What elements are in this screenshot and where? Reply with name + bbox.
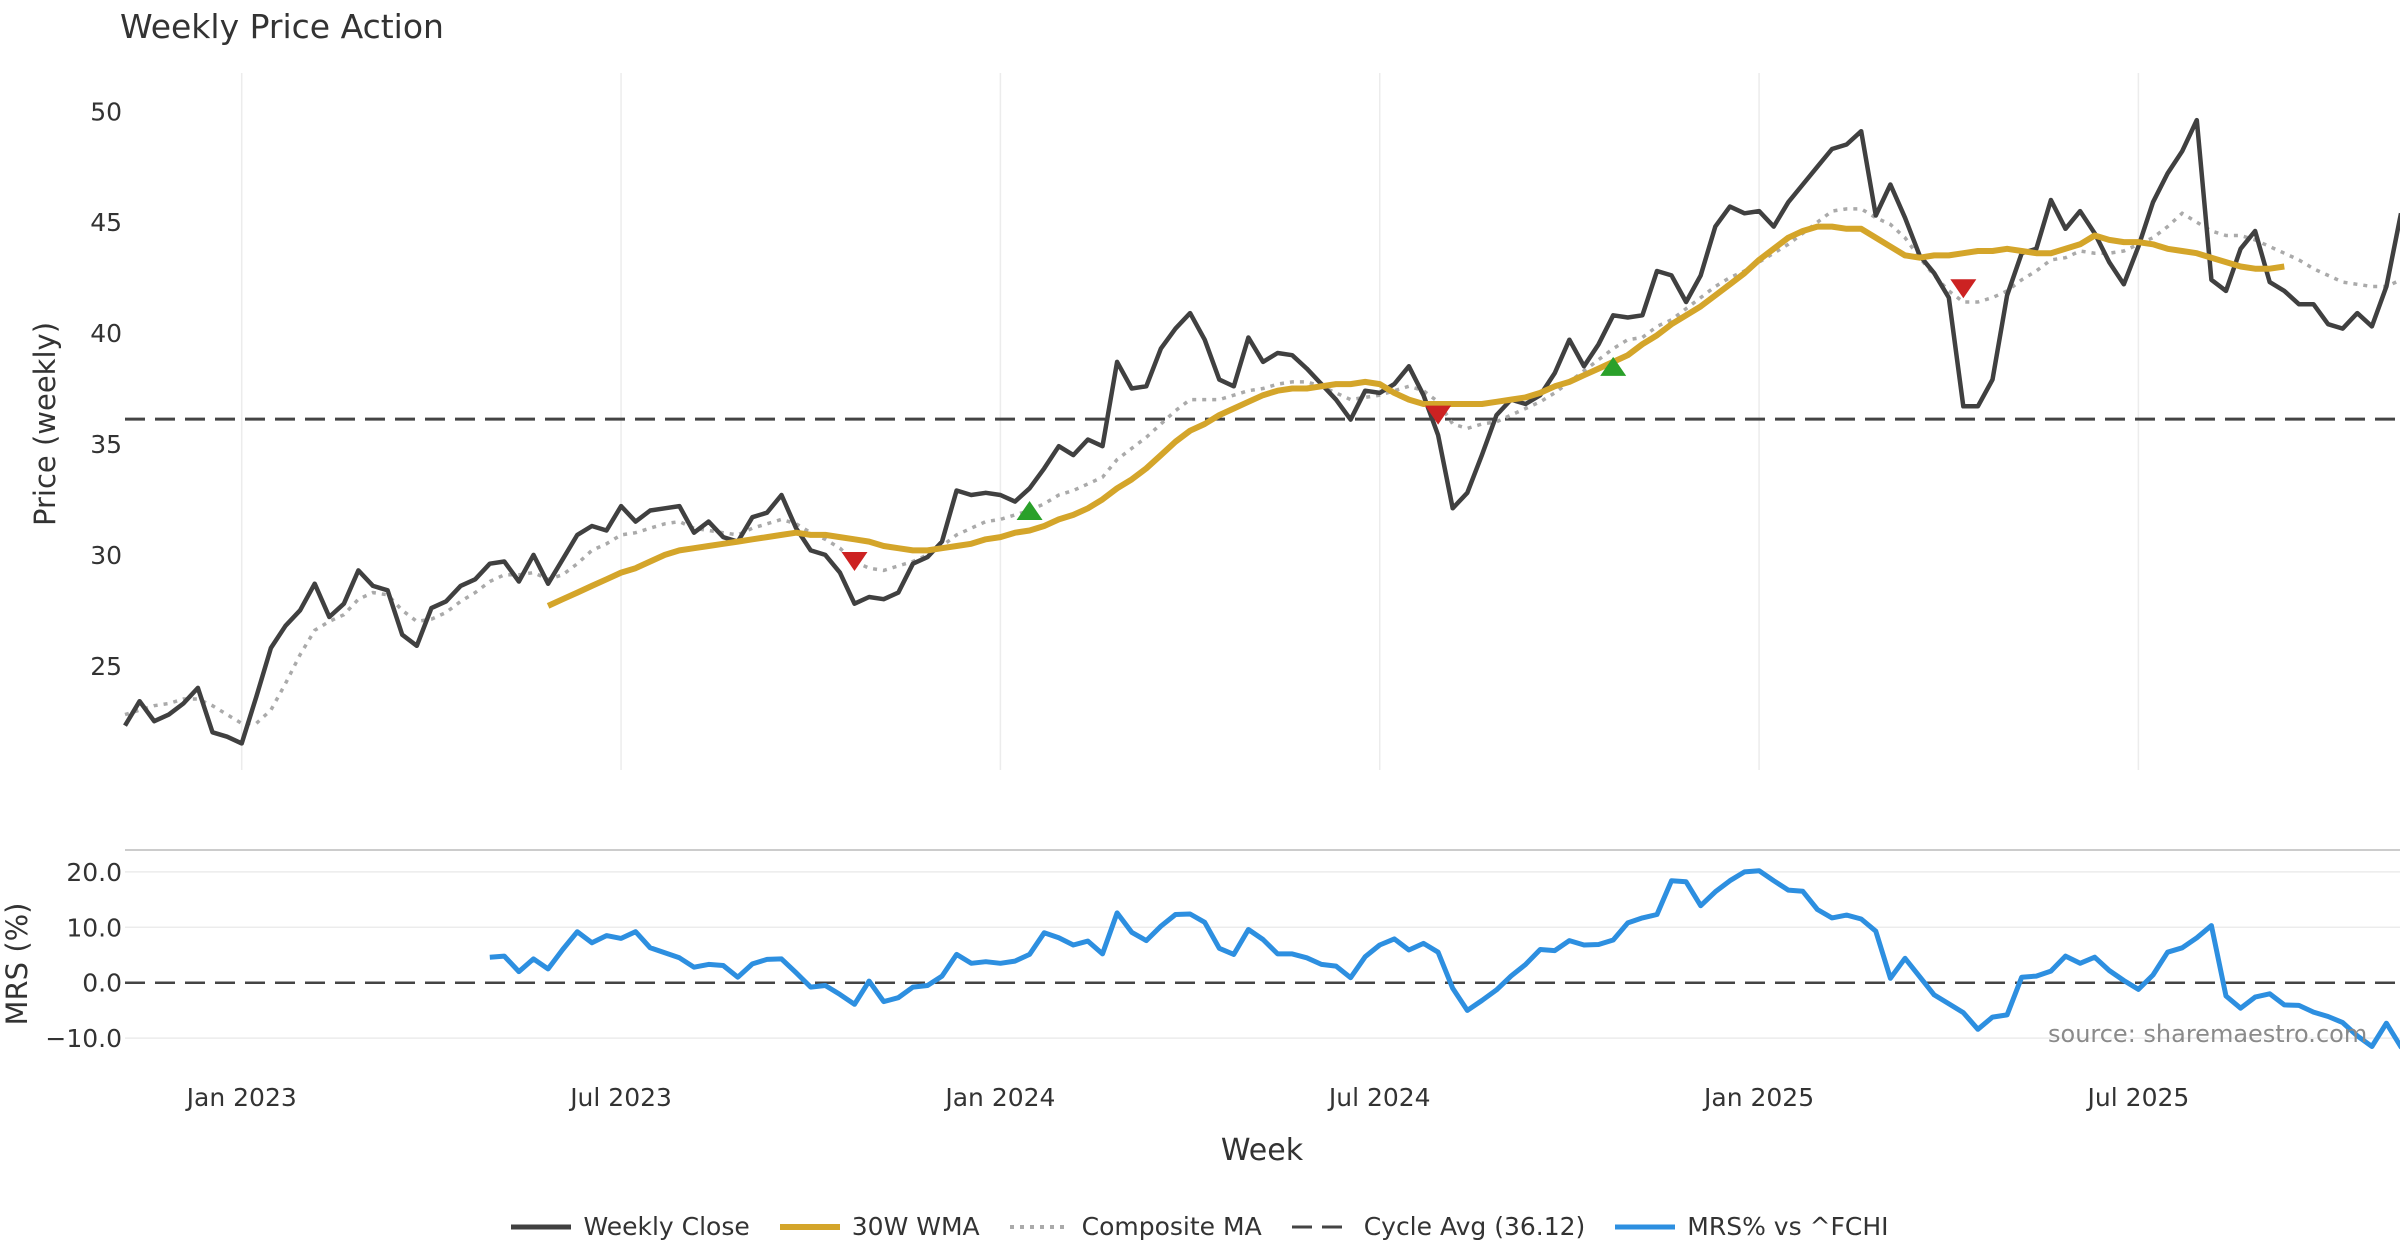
x-tick-label: Jul 2023 (568, 1083, 672, 1112)
x-ticks: Jan 2023 Jul 2023 Jan 2024 Jul 2024 Jan 2025… (185, 1083, 2190, 1112)
weekly-close-line (123, 117, 2400, 746)
buy-signal-marker (1600, 356, 1627, 376)
mrs-y-tick-label: 0.0 (82, 969, 122, 998)
legend-label: Composite MA (1081, 1212, 1262, 1241)
legend-swatch-mrs (1615, 1224, 1676, 1229)
wma-30w-line (546, 223, 2285, 609)
sell-signal-marker (841, 552, 868, 572)
source-note: source: sharemaestro.com (2048, 1020, 2368, 1048)
x-axis-label: Week (1221, 1133, 1304, 1168)
legend-item-weekly-close: Weekly Close (511, 1212, 750, 1241)
legend-item-mrs: MRS% vs ^FCHI (1615, 1212, 1889, 1241)
x-tick-label: Jul 2025 (2086, 1083, 2190, 1112)
mrs-y-label: MRS (%) (0, 903, 34, 1026)
legend-swatch-cycle (1291, 1225, 1352, 1228)
mrs-gridlines (125, 871, 2400, 1039)
price-y-tick-label: 30 (90, 541, 122, 570)
legend: Weekly Close 30W WMA Composite MA Cycle … (0, 1212, 2400, 1241)
price-y-label: Price (weekly) (28, 322, 62, 526)
price-y-tick-label: 50 (90, 97, 122, 126)
x-tick-label: Jan 2023 (185, 1083, 297, 1112)
legend-label: MRS% vs ^FCHI (1687, 1212, 1889, 1241)
mrs-line (489, 868, 2400, 1050)
legend-item-wma: 30W WMA (779, 1212, 980, 1241)
mrs-y-tick-label: 20.0 (66, 858, 122, 887)
buy-signal-marker (1016, 501, 1043, 520)
price-y-tick-label: 40 (90, 319, 122, 348)
legend-swatch-close (511, 1224, 572, 1229)
legend-swatch-wma (779, 1223, 840, 1230)
price-y-tick-label: 45 (90, 208, 122, 237)
signal-markers (841, 279, 1977, 572)
price-y-tick-label: 25 (90, 652, 122, 681)
legend-label: 30W WMA (851, 1212, 980, 1241)
chart-title: Weekly Price Action (120, 7, 444, 46)
x-tick-label: Jan 2024 (943, 1083, 1055, 1112)
legend-item-cycle: Cycle Avg (36.12) (1291, 1212, 1586, 1241)
price-y-ticks: 25 30 35 40 45 50 (90, 97, 122, 680)
price-y-tick-label: 35 (90, 430, 122, 459)
mrs-y-ticks: 20.0 10.0 0.0 −10.0 (45, 858, 122, 1053)
composite-ma-line (124, 207, 2400, 726)
sell-signal-marker (1950, 279, 1977, 299)
legend-label: Weekly Close (583, 1212, 750, 1241)
legend-swatch-composite (1009, 1224, 1070, 1229)
price-gridlines (240, 73, 2140, 770)
sell-signal-marker (1425, 405, 1452, 425)
x-tick-label: Jul 2024 (1327, 1083, 1431, 1112)
mrs-y-tick-label: 10.0 (66, 913, 122, 942)
legend-item-composite: Composite MA (1009, 1212, 1262, 1241)
x-tick-label: Jan 2025 (1702, 1083, 1814, 1112)
mrs-y-tick-label: −10.0 (45, 1024, 122, 1053)
legend-label: Cycle Avg (36.12) (1363, 1212, 1586, 1241)
